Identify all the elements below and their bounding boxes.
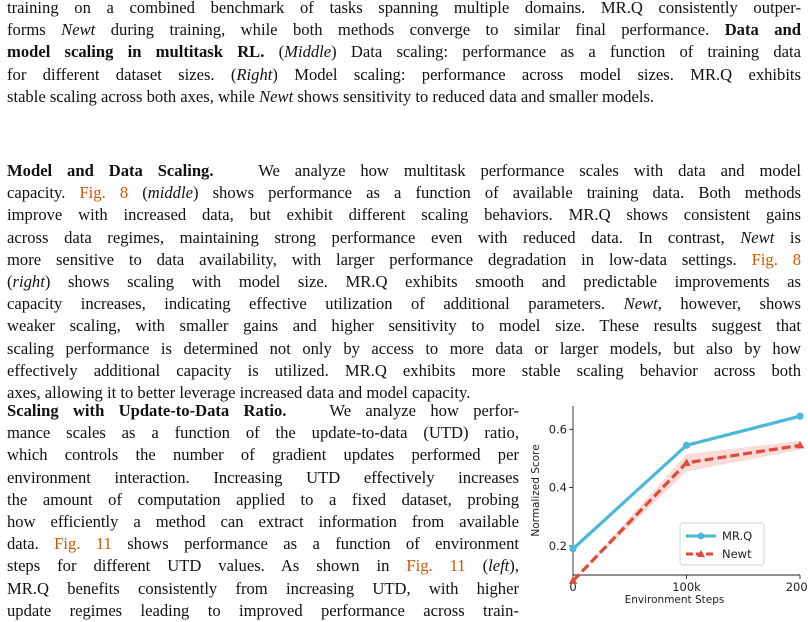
paragraph-line: mance scales as a function of the update… xyxy=(7,423,519,443)
mr-q-point xyxy=(682,441,691,449)
x-tick-label: 0 xyxy=(569,580,576,594)
model-data-scaling-paragraph: Model and Data Scaling. We analyze how m… xyxy=(7,160,801,404)
mr-q-legend-marker xyxy=(697,532,705,540)
paragraph-line: weaker scaling, with smaller gains and h… xyxy=(7,316,801,336)
mr-q-point xyxy=(796,412,804,420)
paragraph-line: steps for different UTD values. As shown… xyxy=(7,556,519,576)
paragraph-line: improve with increased data, but exhibit… xyxy=(7,205,801,225)
y-tick-label: 0.2 xyxy=(549,539,567,553)
paragraph-line: more sensitive to data availability, wit… xyxy=(7,249,801,269)
caption-line: training on a combined benchmark of task… xyxy=(7,0,801,17)
paragraph-line: the amount of computation applied to a f… xyxy=(7,489,519,509)
x-tick-label: 200k xyxy=(786,580,808,594)
mr-q-legend-label: MR.Q xyxy=(722,529,752,543)
paragraph-line: capacity increases, indicating effective… xyxy=(7,294,801,314)
paragraph-line: which controls the number of gradient up… xyxy=(7,445,519,465)
utd-scaling-chart: 0.2 0.4 0.6 0 100k 200k Environment Steps Norma… xyxy=(530,406,808,606)
paragraph-line: MR.Q benefits consistently from increasi… xyxy=(7,578,519,598)
paragraph-line: data. Fig. 11 shows performance as a fun… xyxy=(7,534,519,554)
caption-line: for different dataset sizes. (Right) Mod… xyxy=(7,64,801,84)
paragraph-line: update regimes leading to improved perfo… xyxy=(7,600,519,620)
figure-link[interactable]: Fig. 8 xyxy=(79,183,129,203)
caption-line: model scaling in multitask RL. (Middle) … xyxy=(7,42,801,62)
caption-line: forms Newt during training, while both m… xyxy=(7,20,801,40)
paragraph-line: scaling performance is determined not on… xyxy=(7,338,801,358)
newt-point xyxy=(682,458,691,466)
figure-link[interactable]: Fig. 11 xyxy=(54,534,112,554)
figure-link[interactable]: Fig. 11 xyxy=(406,556,466,576)
paragraph-line: capacity. Fig. 8 (middle) shows performa… xyxy=(7,183,801,203)
paragraph-line: across data regimes, maintaining strong … xyxy=(7,227,801,247)
paragraph-line: axes, allowing it to better leverage inc… xyxy=(7,383,471,403)
mr-q-point xyxy=(569,545,577,553)
x-axis-label: Environment Steps xyxy=(625,594,725,606)
paragraph-line: (right) shows scaling with model size. M… xyxy=(7,272,801,292)
newt-point xyxy=(568,576,578,584)
newt-legend-label: Newt xyxy=(722,547,752,561)
newt-point xyxy=(795,440,805,449)
y-axis-label: Normalized Score xyxy=(530,444,542,536)
paragraph-line: effectively additional capacity is utili… xyxy=(7,360,801,380)
newt-confidence-band xyxy=(573,440,800,581)
paragraph-line: environment interaction. Increasing UTD … xyxy=(7,467,519,487)
caption-line: stable scaling across both axes, while N… xyxy=(7,86,655,106)
x-tick-label: 100k xyxy=(672,580,701,594)
y-tick-label: 0.4 xyxy=(549,481,567,495)
paragraph-line: Scaling with Update-to-Data Ratio. We an… xyxy=(7,401,519,420)
section-heading: Model and Data Scaling. xyxy=(7,161,214,180)
paragraph-line: Model and Data Scaling. We analyze how m… xyxy=(7,161,801,180)
paragraph-line: how efficiently a method can extract inf… xyxy=(7,512,519,532)
newt-legend-marker xyxy=(697,550,705,557)
section-heading: Scaling with Update-to-Data Ratio. xyxy=(7,401,287,420)
y-tick-label: 0.6 xyxy=(549,422,567,436)
figure-link[interactable]: Fig. 8 xyxy=(751,249,801,269)
figure-caption: training on a combined benchmark of task… xyxy=(7,0,801,108)
utd-scaling-paragraph: Scaling with Update-to-Data Ratio. We an… xyxy=(7,400,519,622)
